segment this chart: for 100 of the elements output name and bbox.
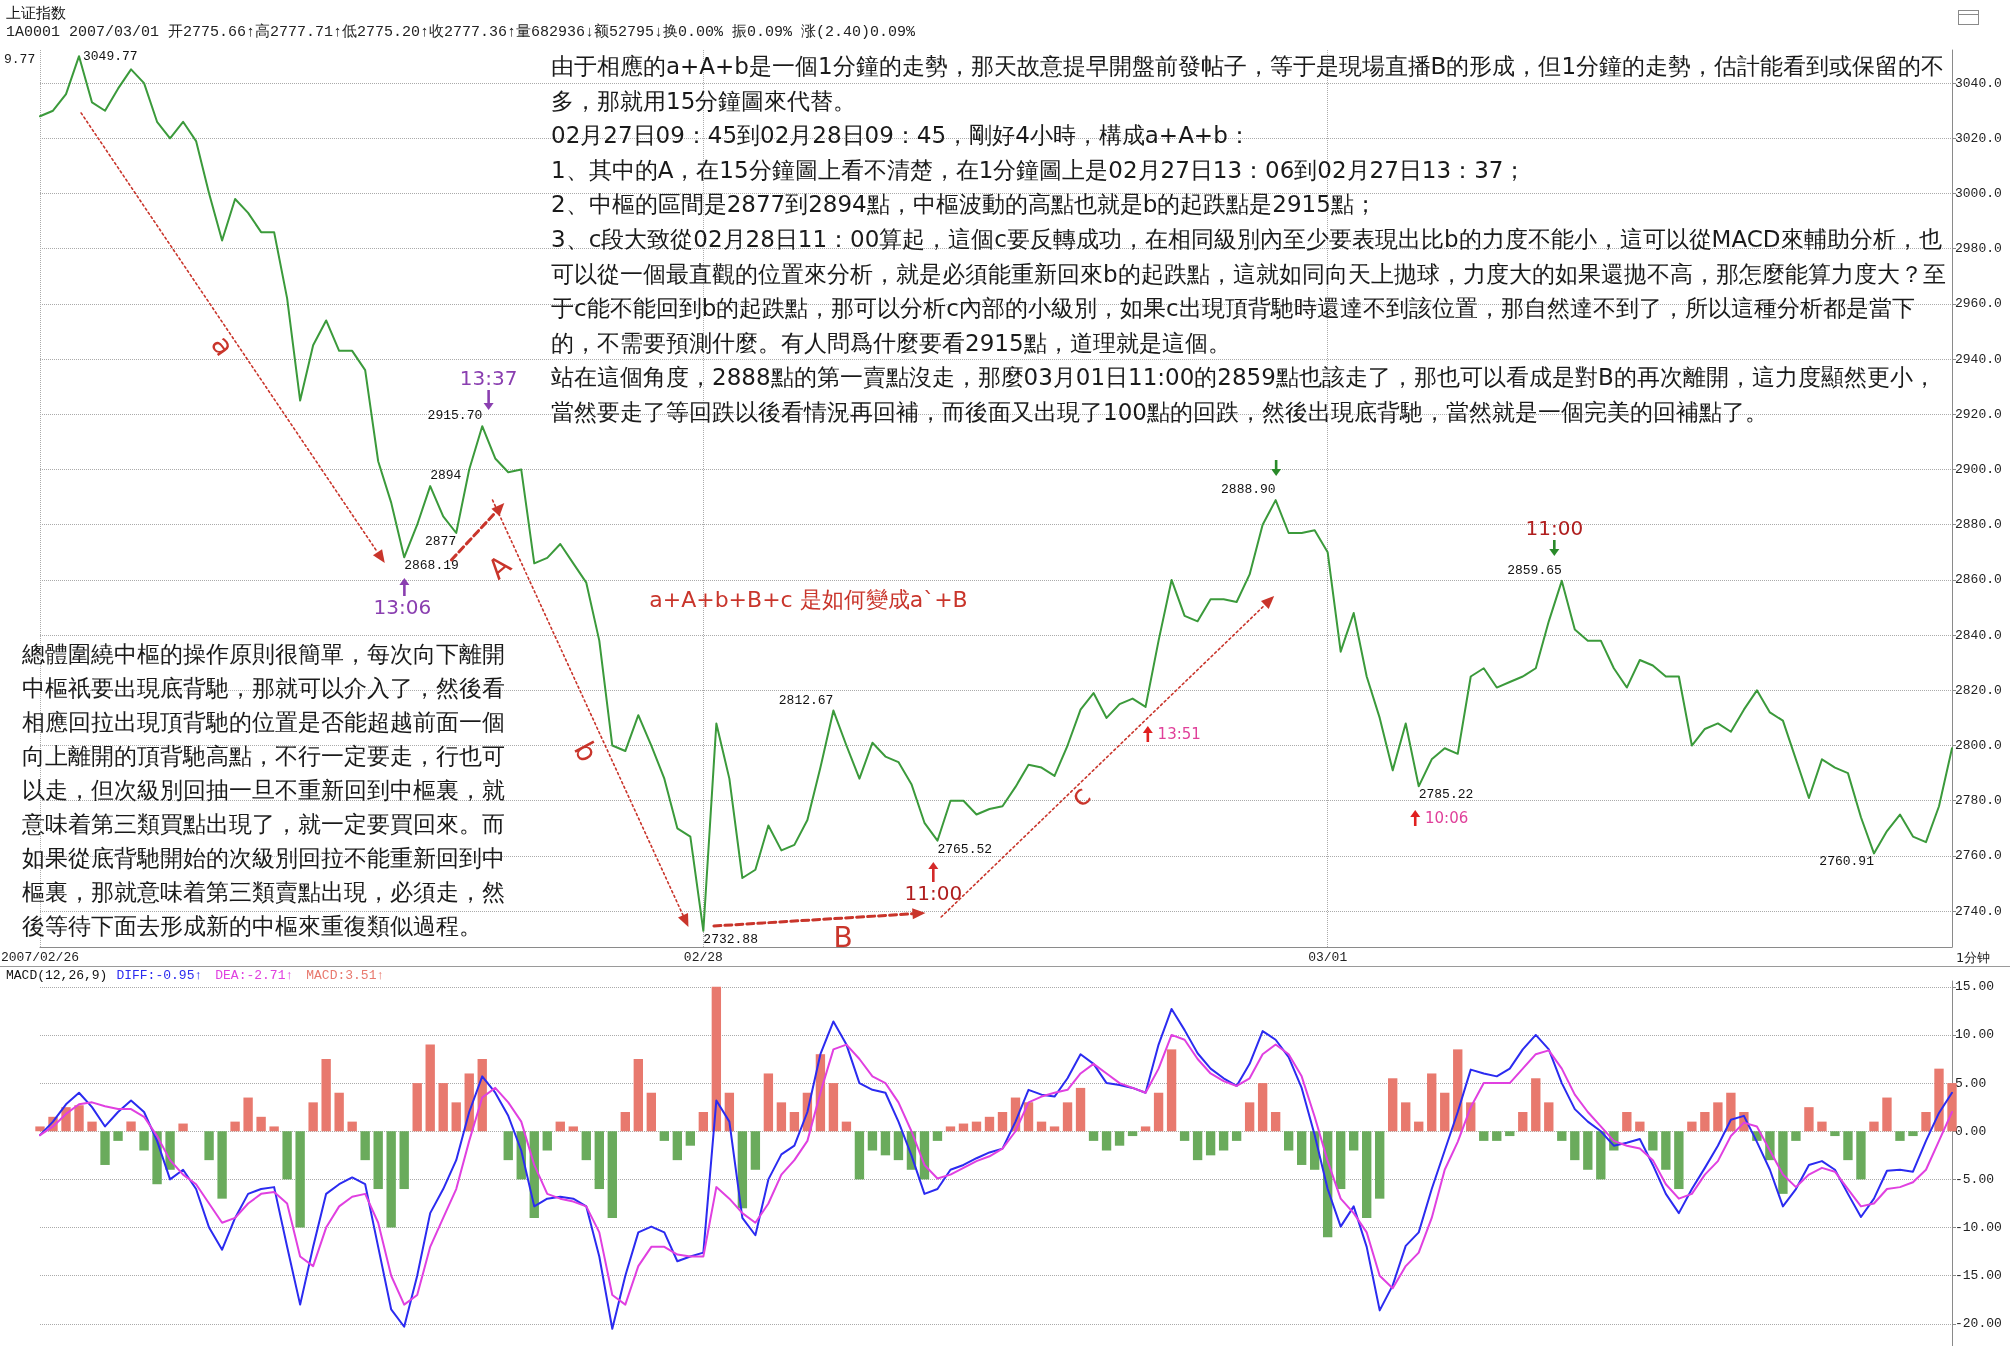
- bar: [334, 1092, 344, 1132]
- annotation: 11:00: [1525, 516, 1584, 540]
- bar: [1231, 1131, 1242, 1141]
- data-label: 2877: [425, 534, 457, 549]
- y-tick-label: 2820.0: [1955, 682, 2002, 698]
- bar: [1101, 1131, 1112, 1151]
- annotation: b: [566, 735, 605, 768]
- bar: [1336, 1131, 1346, 1190]
- bar: [178, 1123, 188, 1132]
- bar: [789, 1111, 800, 1132]
- y-tick-label: 2960.0: [1955, 296, 2002, 312]
- y-tick-label: 3040.0: [1955, 75, 2002, 91]
- bar: [399, 1131, 409, 1190]
- y-tick-label: 15.00: [1955, 979, 1995, 995]
- bar: [1921, 1111, 1931, 1132]
- bar: [438, 1083, 448, 1132]
- bar: [1674, 1131, 1684, 1190]
- bar: [1895, 1131, 1905, 1141]
- bar: [750, 1131, 761, 1170]
- annotation: 站在這個角度，2888點的第一賣點沒走，那麼03月01日11:00的2859點也該走了，那也可以看成是對B的再次離開，這力度顯然更小，當然要走了等回跌以後看情況再回補，而後面又出現了100點的回跌，然後出現底背馳，當然就是一個完美的回補點了。: [551, 363, 1937, 427]
- bar: [1218, 1131, 1229, 1151]
- bar: [763, 1073, 774, 1132]
- x-tick-label: 2007/02/26: [0, 950, 80, 965]
- chart-title: MACD(12,26,9): [6, 968, 108, 983]
- bar: [1440, 1092, 1450, 1132]
- bar: [1244, 1102, 1255, 1132]
- bar: [737, 1131, 748, 1209]
- bar: [1518, 1111, 1528, 1132]
- bar: [269, 1126, 279, 1132]
- annotation: 1、其中的A，在15分鐘圖上看不清楚，在1分鐘圖上是02月27日13：06到02月27日13：37；: [551, 155, 1528, 185]
- bar: [1700, 1111, 1710, 1132]
- bar: [1283, 1131, 1294, 1151]
- y-tick-label: 0.00: [1955, 1123, 1987, 1139]
- bar: [607, 1131, 617, 1218]
- bar: [503, 1131, 513, 1161]
- data-label: 2915.70: [427, 408, 483, 424]
- bar: [1362, 1131, 1372, 1218]
- y-tick-label: 5.00: [1955, 1075, 1987, 1091]
- text: MACD:3.51↑: [306, 968, 385, 983]
- bar: [1179, 1131, 1190, 1141]
- bar: [1622, 1111, 1632, 1132]
- data-label: 2732.88: [703, 931, 758, 947]
- bar: [620, 1111, 630, 1132]
- bar: [646, 1092, 656, 1132]
- bar: [1127, 1131, 1138, 1137]
- y-tick-label: 2920.0: [1955, 406, 2002, 422]
- y-tick-label: 2900.0: [1955, 462, 2002, 478]
- data-label: 2868.19: [404, 558, 459, 574]
- annotation: 13:06: [373, 595, 432, 619]
- bar: [971, 1121, 982, 1132]
- y-tick-label: 3000.0: [1955, 186, 2002, 202]
- bar: [1583, 1131, 1593, 1170]
- bar: [1192, 1131, 1203, 1161]
- bar: [685, 1131, 696, 1146]
- bar: [594, 1131, 604, 1190]
- bar: [74, 1105, 84, 1132]
- y-tick-label: 2760.0: [1955, 848, 2002, 864]
- bar: [295, 1131, 305, 1228]
- data-label: 2888.90: [1221, 482, 1276, 498]
- bar: [1140, 1126, 1151, 1132]
- bar: [841, 1121, 852, 1132]
- bar: [1778, 1131, 1788, 1194]
- y-tick-label: 2980.0: [1955, 241, 2002, 257]
- bar: [451, 1102, 461, 1132]
- bar: [711, 986, 722, 1132]
- text: 9.77: [4, 51, 36, 68]
- bar: [230, 1121, 240, 1132]
- y-tick-label: 2740.0: [1955, 903, 2002, 919]
- y-tick-label: 2880.0: [1955, 517, 2002, 533]
- bar: [308, 1102, 318, 1132]
- data-label: 2765.52: [937, 841, 993, 857]
- data-label: 2812.67: [778, 692, 834, 708]
- bar: [1726, 1092, 1736, 1132]
- annotation: a+A+b+B+c 是如何變成a`+B: [649, 586, 968, 613]
- bar: [1375, 1131, 1385, 1199]
- bar: [1427, 1073, 1437, 1132]
- chart-title: 上证指数: [6, 3, 66, 22]
- bar: [659, 1131, 670, 1141]
- bar: [1934, 1068, 1944, 1132]
- bar: [828, 1083, 839, 1132]
- bar: [1349, 1131, 1359, 1151]
- annotation: 11:00: [904, 881, 963, 905]
- bar: [113, 1131, 123, 1141]
- line-series: [39, 1007, 1953, 1330]
- y-tick-label: 3020.0: [1955, 130, 2002, 146]
- bar: [1869, 1121, 1879, 1132]
- bar: [217, 1131, 227, 1199]
- annotation: 2、中樞的區間是2877到2894點，中樞波動的高點也就是b的起跌點是2915點；: [551, 190, 1378, 220]
- bar: [412, 1083, 422, 1132]
- bar: [35, 1126, 45, 1132]
- bar: [1908, 1131, 1918, 1137]
- bar: [1882, 1097, 1892, 1132]
- bar: [1661, 1131, 1671, 1170]
- bar: [984, 1116, 995, 1132]
- bar: [698, 1111, 709, 1132]
- data-label: 3049.77: [83, 48, 138, 64]
- bar: [282, 1131, 292, 1180]
- annotation: B: [833, 920, 853, 954]
- bar: [997, 1111, 1008, 1132]
- bar: [1257, 1083, 1268, 1132]
